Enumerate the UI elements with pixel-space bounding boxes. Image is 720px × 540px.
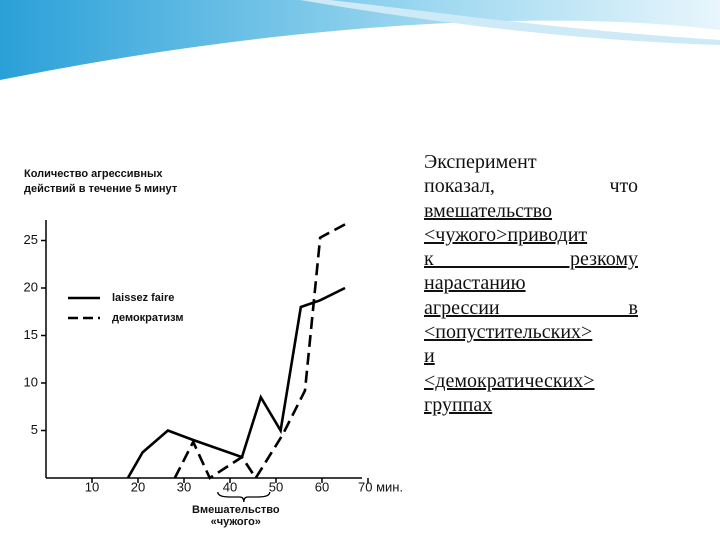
x-tick-label: 50 [269, 479, 283, 494]
data-line [173, 223, 346, 481]
legend-label: демократизм [112, 312, 184, 324]
annotation: Вмешательство [192, 504, 280, 516]
y-tick-label: 25 [24, 232, 38, 247]
link-text[interactable]: агрессии в [424, 296, 638, 319]
link-text[interactable]: <демократических> [424, 369, 595, 392]
link-text[interactable]: и [424, 345, 435, 368]
data-line [126, 286, 346, 479]
y-axis-label: действий в течение 5 минут [24, 183, 178, 195]
x-tick-label: 30 [177, 479, 191, 494]
banner [0, 0, 720, 80]
x-tick-label: 20 [131, 479, 145, 494]
link-text[interactable]: вмешательство [424, 199, 553, 222]
banner-wave [300, 0, 720, 45]
link-text[interactable]: группах [424, 393, 493, 416]
slide-text: Эксперимент показал, что вмешательство <чуж… [424, 150, 638, 417]
x-tick-label: 70 мин. [358, 479, 403, 494]
y-tick-label: 10 [24, 374, 38, 389]
y-axis-label: Количество агрессивных [24, 168, 163, 180]
text-line: показал, что [424, 175, 638, 198]
y-tick-label: 5 [31, 422, 38, 437]
text-line: Эксперимент [424, 151, 537, 173]
link-text[interactable]: <попустительских> [424, 321, 593, 344]
annotation: «чужого» [211, 516, 261, 528]
link-text[interactable]: к резкому [424, 248, 638, 271]
legend-label: laissez faire [112, 292, 174, 304]
y-tick-label: 15 [24, 327, 38, 342]
brace [217, 491, 271, 503]
x-tick-label: 40 [223, 479, 237, 494]
link-text[interactable]: нарастанию [424, 272, 526, 295]
x-tick-label: 10 [85, 479, 99, 494]
x-tick-label: 60 [315, 479, 329, 494]
link-text[interactable]: <чужого>приводит [424, 223, 588, 246]
y-tick-label: 20 [24, 279, 38, 294]
